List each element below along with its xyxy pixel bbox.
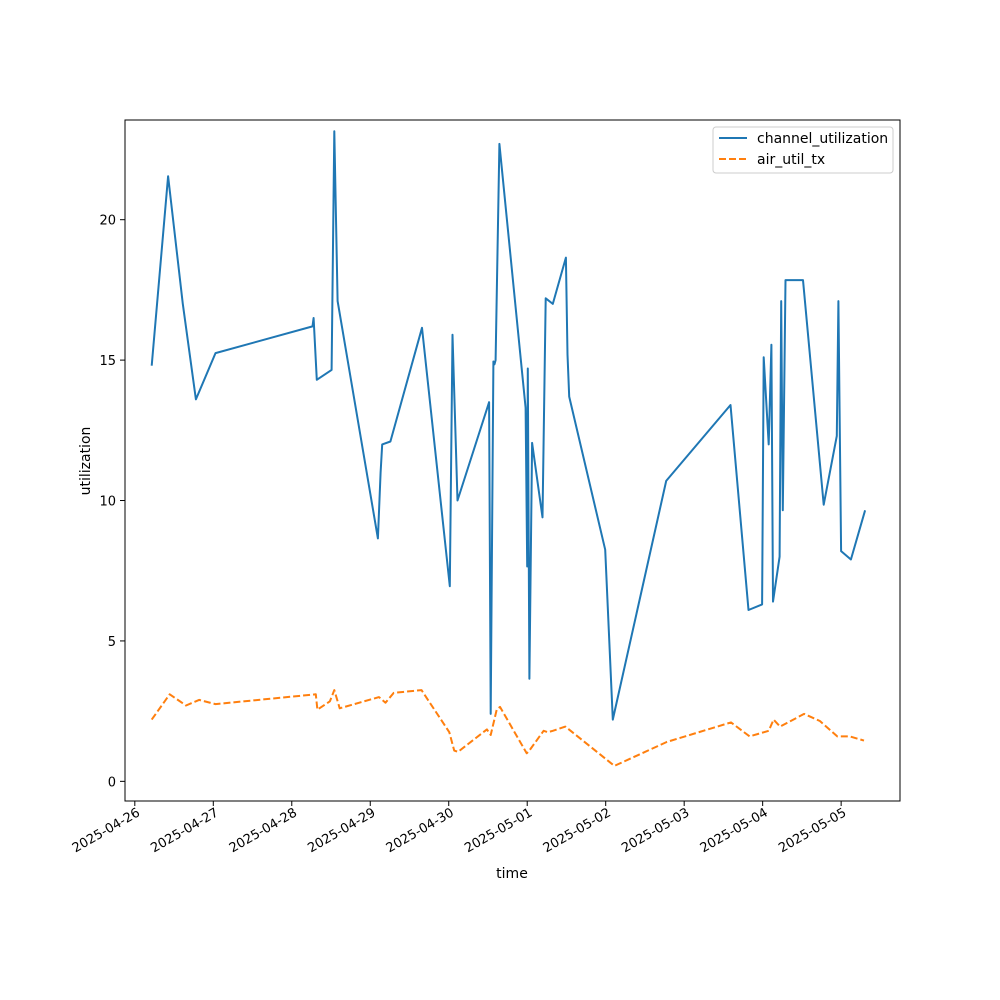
x-tick-label: 2025-05-02 [541, 805, 614, 856]
y-tick-label: 5 [108, 635, 116, 650]
x-axis-label: time [496, 866, 528, 882]
series-line-air-util-tx [150, 689, 865, 767]
y-axis: 0 5 10 15 20 [99, 214, 125, 790]
y-tick-label: 10 [99, 495, 116, 510]
x-tick-label: 2025-04-27 [148, 805, 221, 856]
x-tick-label: 2025-05-05 [776, 805, 849, 856]
x-tick-label: 2025-04-30 [384, 805, 457, 856]
legend: channel_utilization air_util_tx [712, 126, 894, 174]
y-tick-label: 20 [99, 214, 116, 229]
x-tick-label: 2025-05-01 [462, 805, 535, 856]
y-tick-label: 0 [108, 775, 116, 790]
y-tick-label: 15 [99, 354, 116, 369]
series-line-channel-utilization [150, 130, 867, 721]
plot-frame [124, 119, 901, 802]
legend-label-channel-utilization: channel_utilization [757, 131, 888, 147]
plot-lines [150, 130, 867, 767]
x-tick-label: 2025-04-29 [305, 805, 378, 856]
x-tick-label: 2025-05-03 [619, 805, 692, 856]
y-axis-label: utilization [78, 427, 94, 496]
x-tick-label: 2025-04-26 [70, 805, 143, 856]
x-tick-label: 2025-05-04 [698, 805, 771, 856]
legend-label-air-util-tx: air_util_tx [757, 152, 825, 168]
legend-box [712, 126, 894, 174]
x-tick-label: 2025-04-28 [227, 805, 300, 856]
x-axis: 2025-04-26 2025-04-27 2025-04-28 2025-04-29… [70, 801, 849, 856]
